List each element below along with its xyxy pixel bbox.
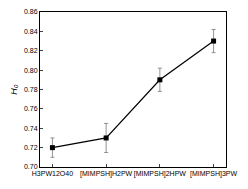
- svg-text:0.76: 0.76: [24, 105, 38, 112]
- svg-text:0.86: 0.86: [24, 8, 38, 15]
- svg-text:[MIMPSH]2HPW: [MIMPSH]2HPW: [134, 170, 187, 178]
- svg-text:0.74: 0.74: [24, 125, 38, 132]
- svg-text:H3PW12O40: H3PW12O40: [32, 170, 73, 177]
- svg-text:0.72: 0.72: [24, 144, 38, 151]
- svg-text:[MIMPSH]3PW: [MIMPSH]3PW: [190, 170, 237, 178]
- svg-text:0.78: 0.78: [24, 86, 38, 93]
- svg-text:[MIMPSH]H2PW: [MIMPSH]H2PW: [80, 170, 133, 178]
- svg-text:H₀: H₀: [9, 84, 19, 94]
- svg-text:0.80: 0.80: [24, 67, 38, 74]
- svg-text:0.70: 0.70: [24, 163, 38, 170]
- svg-text:0.84: 0.84: [24, 28, 38, 35]
- svg-text:0.82: 0.82: [24, 47, 38, 54]
